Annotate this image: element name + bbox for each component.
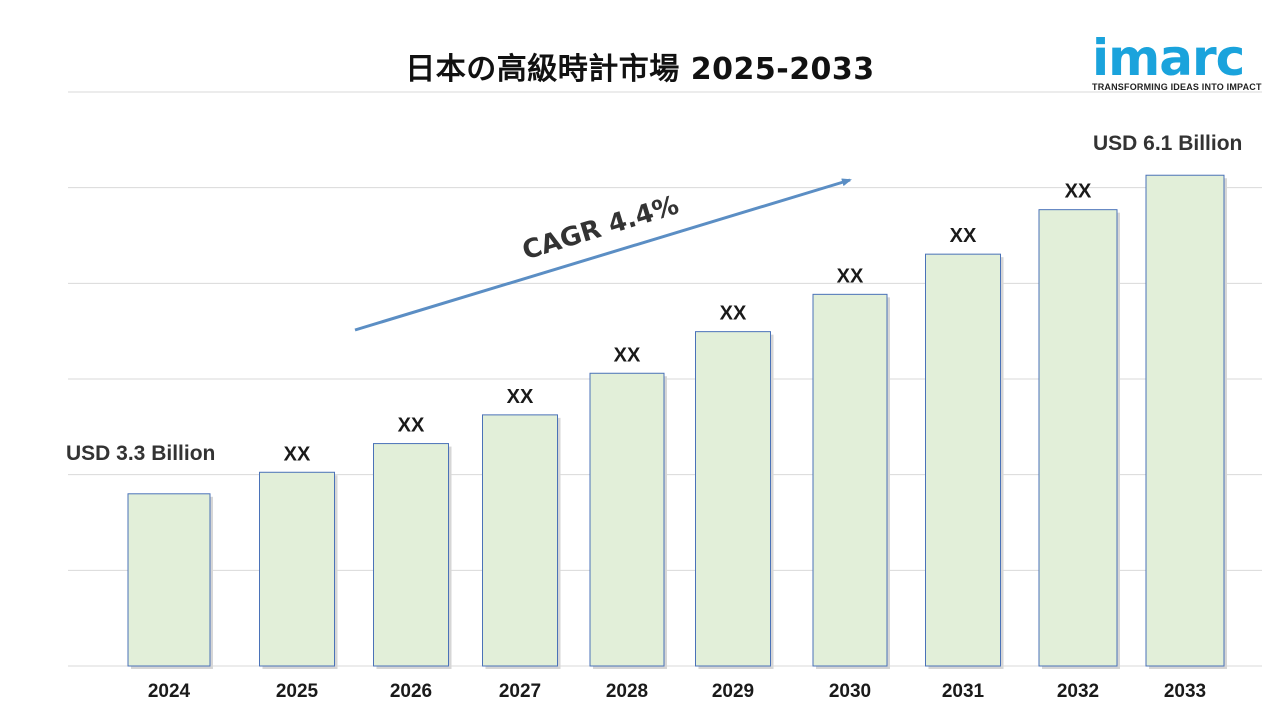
data-label: XX: [398, 415, 425, 437]
x-tick-label: 2029: [712, 681, 754, 702]
data-labels: XX XX XX XX XX XX XX XX: [284, 181, 1092, 466]
x-tick-label: 2025: [276, 681, 319, 702]
imarc-logo: imarc TRANSFORMING IDEAS INTO IMPACT: [1088, 18, 1268, 98]
data-label: XX: [507, 386, 534, 408]
bar-2028: [589, 372, 665, 667]
x-axis-ticks: 2024 2025 2026 2027 2028 2029 2030 2031 2032 2033: [148, 681, 1206, 702]
data-label: XX: [950, 225, 977, 247]
x-tick-label: 2028: [606, 681, 648, 702]
x-tick-label: 2031: [942, 681, 985, 702]
cagr-arrow: [354, 178, 852, 332]
end-value-callout: USD 6.1 Billion: [1093, 132, 1242, 155]
x-tick-label: 2027: [499, 681, 541, 702]
bar-2030: [812, 293, 888, 667]
start-value-callout: USD 3.3 Billion: [66, 442, 215, 465]
x-tick-label: 2033: [1164, 681, 1206, 702]
x-tick-label: 2026: [390, 681, 432, 702]
logo-tagline: TRANSFORMING IDEAS INTO IMPACT: [1092, 82, 1262, 92]
bar-2031: [925, 253, 1001, 667]
data-label: XX: [614, 344, 641, 366]
x-tick-label: 2024: [148, 681, 191, 702]
bar-2026: [373, 443, 449, 667]
bar-2032: [1038, 209, 1118, 667]
data-label: XX: [837, 265, 864, 287]
data-label: XX: [720, 303, 747, 325]
x-tick-label: 2030: [829, 681, 871, 702]
logo-wordmark: imarc: [1092, 29, 1245, 87]
data-label: XX: [1065, 181, 1092, 203]
chart-title: 日本の高級時計市場 2025-2033: [405, 52, 875, 87]
bar-2024: [127, 493, 211, 667]
bar-2029: [695, 331, 771, 667]
bars: [127, 174, 1227, 670]
bar-2027: [482, 414, 558, 667]
bar-2025: [259, 471, 335, 667]
x-tick-label: 2032: [1057, 681, 1099, 702]
bar-2033: [1145, 174, 1225, 667]
data-label: XX: [284, 443, 311, 465]
